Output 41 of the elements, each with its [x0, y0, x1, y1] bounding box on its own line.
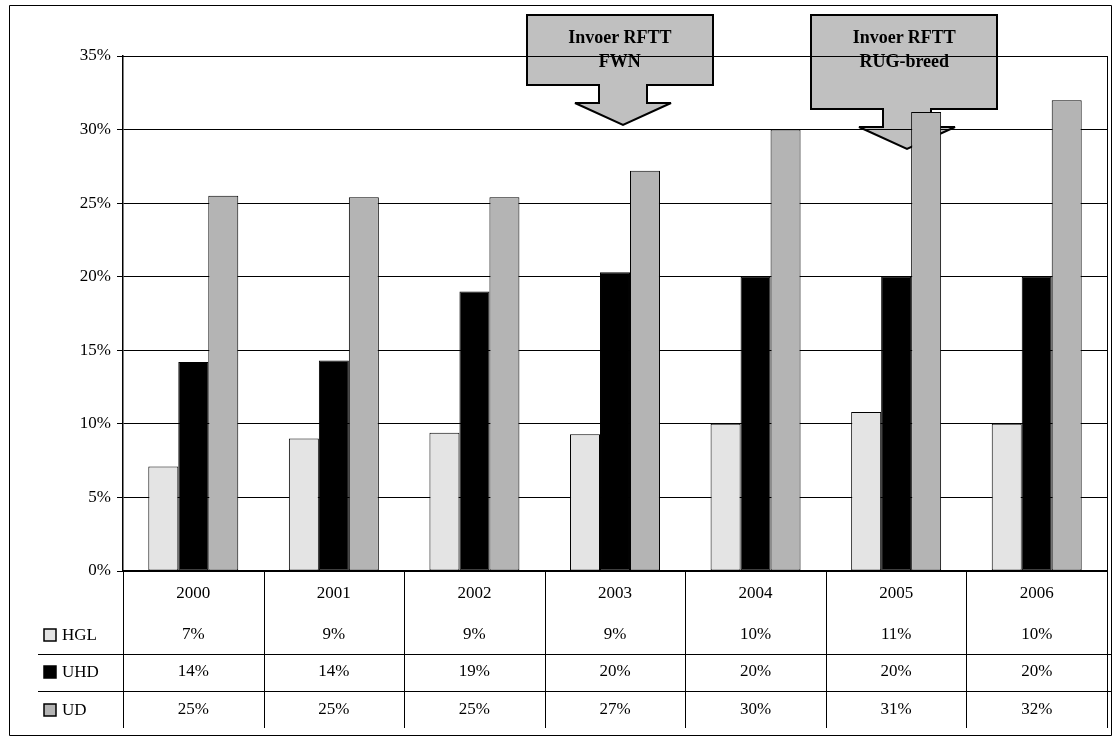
legend-label: HGL	[62, 625, 97, 645]
annotation: Invoer RFTT RUG-breed	[851, 26, 957, 73]
data-label: 10%	[739, 624, 772, 644]
data-label: 20%	[739, 661, 772, 681]
y-tick-label: 25%	[79, 192, 111, 212]
data-label: 9%	[603, 624, 627, 644]
y-tick-label: 5%	[88, 486, 111, 506]
x-tick-label: 2000	[176, 582, 211, 602]
legend-label: UD	[62, 700, 87, 720]
legend-label: UHD	[62, 662, 99, 682]
x-tick-label: 2003	[598, 582, 632, 602]
x-tick-label: 2002	[457, 582, 492, 602]
data-label: 25%	[318, 699, 350, 719]
data-label: 27%	[599, 699, 631, 719]
y-tick-label: 15%	[79, 339, 111, 359]
y-tick-label: 10%	[79, 413, 111, 433]
data-label: 19%	[458, 661, 491, 681]
data-label: 20%	[1021, 661, 1053, 681]
data-label: 9%	[322, 624, 346, 644]
data-label: 32%	[1021, 699, 1053, 719]
data-label: 25%	[177, 699, 209, 719]
data-label: 14%	[318, 661, 350, 681]
data-label: 14%	[177, 661, 209, 681]
data-label: 7%	[181, 624, 205, 644]
data-label: 10%	[1021, 624, 1053, 644]
data-label: 30%	[739, 699, 772, 719]
data-label: 9%	[463, 624, 486, 644]
data-label: 20%	[599, 661, 631, 681]
y-tick-label: 0%	[88, 560, 111, 580]
x-tick-label: 2005	[879, 582, 914, 602]
data-label: 25%	[458, 699, 491, 719]
y-tick-label: 30%	[79, 119, 111, 139]
data-label: 11%	[880, 624, 912, 644]
y-tick-label: 35%	[79, 45, 111, 65]
data-label: 31%	[880, 699, 912, 719]
data-label: 20%	[880, 661, 912, 681]
arrow-callout: Invoer RFTT RUG-breed	[811, 15, 998, 149]
x-tick-label: 2006	[1019, 582, 1054, 602]
y-tick-label: 20%	[79, 266, 111, 286]
x-tick-label: 2004	[738, 582, 774, 602]
x-tick-label: 2001	[316, 582, 351, 602]
